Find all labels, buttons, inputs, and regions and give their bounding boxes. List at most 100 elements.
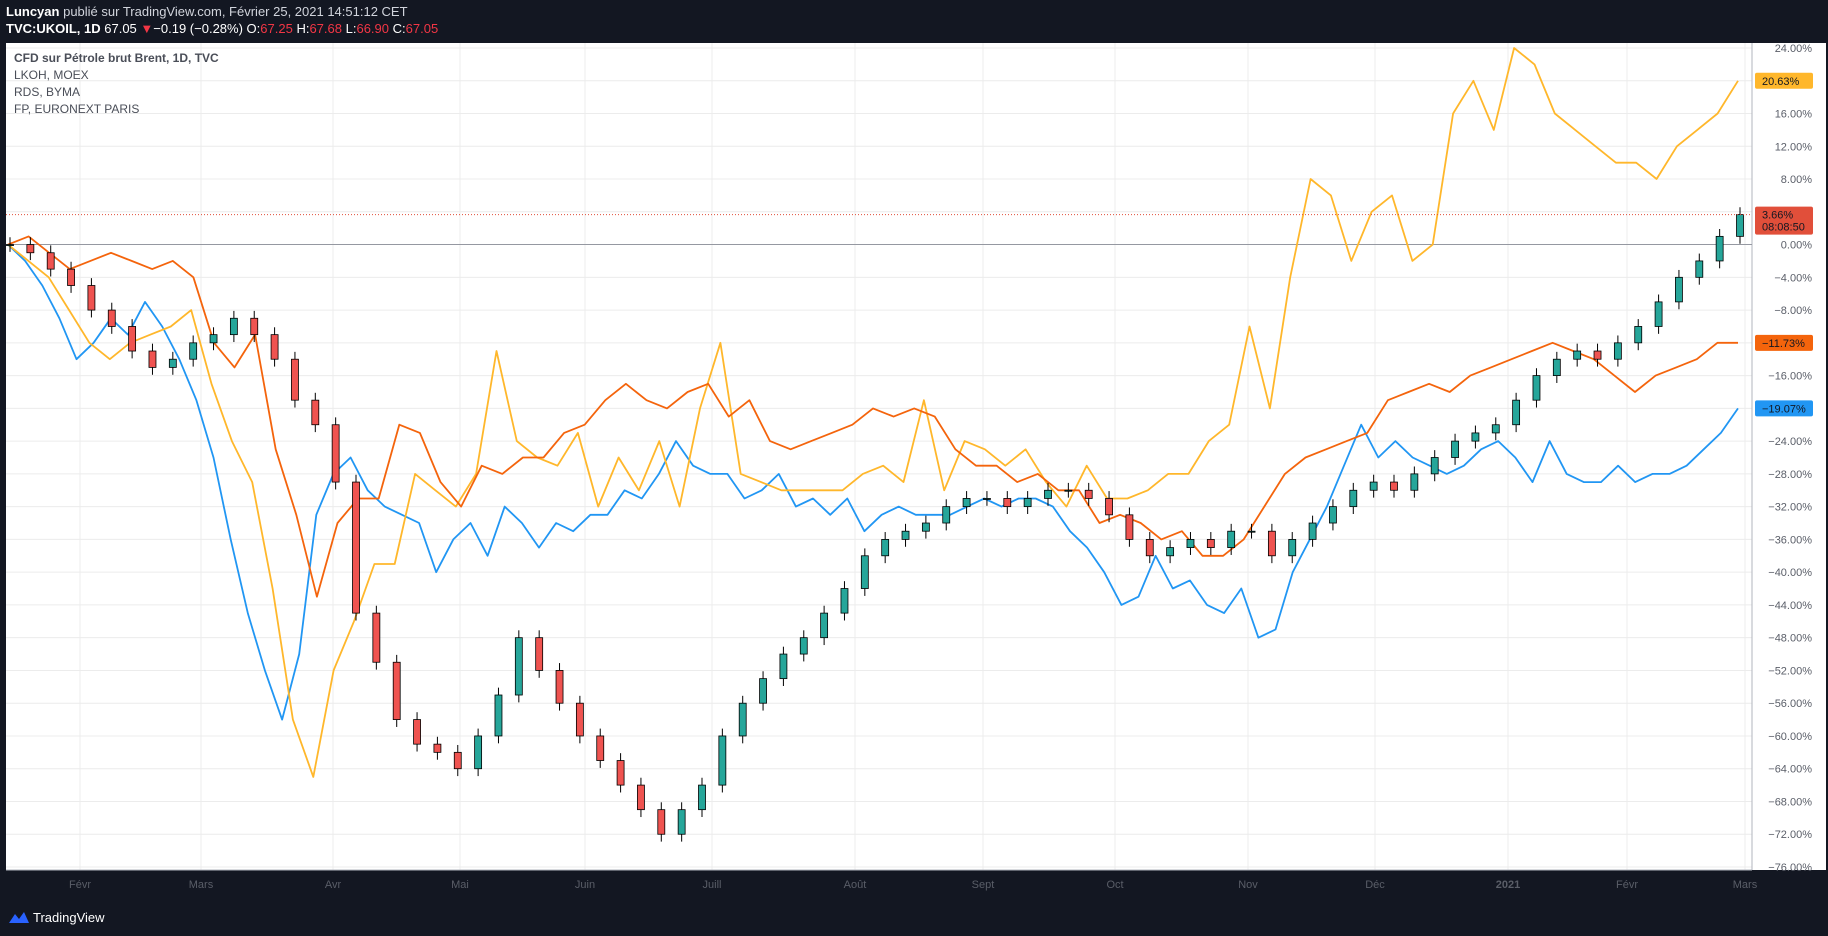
candle-body[interactable] xyxy=(1064,489,1073,492)
candle-body[interactable] xyxy=(6,244,14,246)
candle-body[interactable] xyxy=(657,809,666,835)
candle-body[interactable] xyxy=(372,612,381,663)
candle-body[interactable] xyxy=(1023,498,1032,508)
candle-body[interactable] xyxy=(1166,547,1175,557)
candle-body[interactable] xyxy=(596,735,605,761)
candle-body[interactable] xyxy=(901,530,910,540)
candle-body[interactable] xyxy=(1491,424,1500,434)
candle-body[interactable] xyxy=(1675,276,1683,303)
candle-body[interactable] xyxy=(1084,489,1093,499)
candle-body[interactable] xyxy=(494,694,503,737)
footer-brand[interactable]: TradingView xyxy=(33,910,105,925)
candle-body[interactable] xyxy=(616,760,625,786)
candle-body[interactable] xyxy=(1044,489,1052,499)
legend-item[interactable]: FP, EURONEXT PARIS xyxy=(14,102,139,116)
legend-item[interactable]: CFD sur Pétrole brut Brent, 1D, TVC xyxy=(14,51,219,65)
comparison-chart[interactable]: 24.00%20.00%16.00%12.00%8.00%4.00%0.00%−… xyxy=(0,43,1828,900)
candle-body[interactable] xyxy=(87,285,96,311)
series-line-rds[interactable] xyxy=(7,47,1739,778)
candle-body[interactable] xyxy=(840,588,849,614)
candle-body[interactable] xyxy=(1613,342,1622,360)
candle-body[interactable] xyxy=(291,358,299,401)
candle-body[interactable] xyxy=(799,637,808,655)
candle-body[interactable] xyxy=(413,719,421,745)
candle-body[interactable] xyxy=(1695,260,1704,278)
candle-body[interactable] xyxy=(575,702,584,737)
candle-body[interactable] xyxy=(270,334,279,360)
candle-body[interactable] xyxy=(779,653,788,680)
candle-body[interactable] xyxy=(1715,235,1724,262)
candle-body[interactable] xyxy=(820,612,829,639)
author[interactable]: Luncyan xyxy=(6,4,60,19)
candle-body[interactable] xyxy=(677,809,686,835)
candle-body[interactable] xyxy=(1451,440,1459,458)
candle-body[interactable] xyxy=(535,637,544,671)
candle-body[interactable] xyxy=(514,637,523,696)
candle-body[interactable] xyxy=(128,326,137,352)
candle-body[interactable] xyxy=(942,506,951,524)
candle-body[interactable] xyxy=(1288,538,1297,557)
candle-body[interactable] xyxy=(1145,538,1154,557)
candle-body[interactable] xyxy=(1349,489,1358,508)
candle-body[interactable] xyxy=(1552,358,1561,377)
candle-body[interactable] xyxy=(759,678,767,704)
candle-body[interactable] xyxy=(331,424,340,483)
candle-body[interactable] xyxy=(1125,514,1134,540)
candle-body[interactable] xyxy=(1186,538,1195,548)
candle-body[interactable] xyxy=(229,317,238,336)
candle-body[interactable] xyxy=(67,268,75,286)
candle-body[interactable] xyxy=(250,317,259,336)
candle-body[interactable] xyxy=(453,751,462,770)
candle-body[interactable] xyxy=(1634,326,1643,344)
candle-body[interactable] xyxy=(107,309,116,327)
candle-body[interactable] xyxy=(1390,481,1398,491)
candle-body[interactable] xyxy=(474,735,483,770)
candle-body[interactable] xyxy=(209,334,218,344)
candle-body[interactable] xyxy=(311,399,320,426)
candle-body[interactable] xyxy=(983,498,991,500)
legend-item[interactable]: RDS, BYMA xyxy=(14,85,80,99)
candle-body[interactable] xyxy=(1532,375,1541,401)
candle-body[interactable] xyxy=(1654,301,1663,327)
y-tick-label: −64.00% xyxy=(1768,764,1812,776)
candle-body[interactable] xyxy=(1369,481,1378,491)
candle-body[interactable] xyxy=(860,555,869,589)
candle-body[interactable] xyxy=(433,743,442,753)
candle-body[interactable] xyxy=(352,481,360,614)
candle-body[interactable] xyxy=(148,350,157,368)
series-line-fp[interactable] xyxy=(7,235,1738,598)
candle-body[interactable] xyxy=(738,702,747,737)
candle-body[interactable] xyxy=(1736,214,1744,237)
candle-body[interactable] xyxy=(1247,530,1256,533)
candle-body[interactable] xyxy=(1471,432,1480,442)
candle-body[interactable] xyxy=(1206,538,1215,548)
candle-body[interactable] xyxy=(1410,473,1419,491)
legend-item[interactable]: LKOH, MOEX xyxy=(14,68,89,82)
candle-body[interactable] xyxy=(637,784,645,811)
candle-body[interactable] xyxy=(1573,350,1582,360)
candle-body[interactable] xyxy=(392,661,401,720)
candle-body[interactable] xyxy=(698,784,706,811)
candle-body[interactable] xyxy=(26,244,35,254)
candle-body[interactable] xyxy=(189,342,198,360)
symbol-label[interactable]: TVC:UKOIL, 1D xyxy=(6,21,101,36)
candle-body[interactable] xyxy=(1593,350,1602,360)
candle-body[interactable] xyxy=(168,358,177,368)
candle-body[interactable] xyxy=(962,498,971,508)
candle-body[interactable] xyxy=(1512,399,1521,426)
candle-body[interactable] xyxy=(46,252,55,270)
candle-body[interactable] xyxy=(1105,498,1113,516)
close-label: C: xyxy=(392,21,406,36)
candle-body[interactable] xyxy=(1227,530,1236,548)
candle-body[interactable] xyxy=(921,522,930,532)
candle-body[interactable] xyxy=(718,735,727,786)
candle-body[interactable] xyxy=(1329,506,1337,524)
candle-body[interactable] xyxy=(1430,457,1439,475)
candle-body[interactable] xyxy=(555,670,564,704)
candle-body[interactable] xyxy=(1003,498,1012,508)
candle-body[interactable] xyxy=(1308,522,1317,540)
candle-body[interactable] xyxy=(881,538,890,557)
candle-body[interactable] xyxy=(1267,530,1276,557)
series-line-lkoh[interactable] xyxy=(7,243,1739,721)
tradingview-logo-icon[interactable] xyxy=(8,910,30,924)
